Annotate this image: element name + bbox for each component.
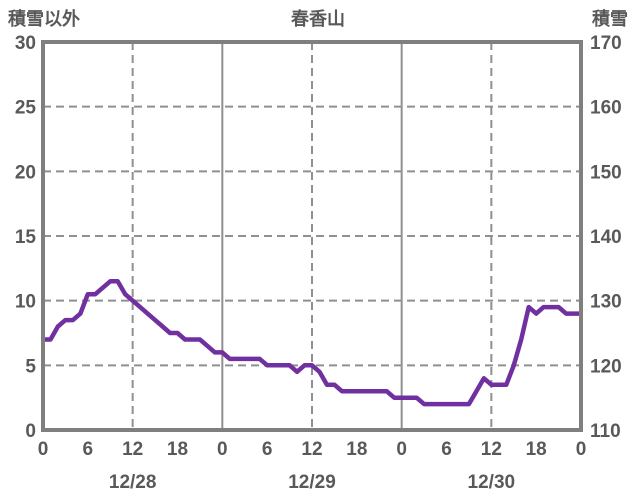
x-axis-hour-tick: 0 — [217, 439, 228, 460]
x-axis-hour-tick: 0 — [576, 439, 587, 460]
right-axis-tick: 120 — [590, 356, 622, 377]
right-axis-tick: 160 — [590, 98, 622, 119]
left-axis-tick: 15 — [15, 227, 37, 248]
right-axis-tick: 140 — [590, 227, 622, 248]
right-axis-title: 積雪 — [592, 9, 628, 29]
plot-frame — [41, 40, 583, 432]
x-axis-hour-tick: 6 — [441, 439, 452, 460]
x-axis-hour-tick: 12 — [122, 439, 143, 460]
x-axis-date-label: 12/28 — [109, 472, 157, 493]
left-axis-tick: 25 — [15, 98, 37, 119]
left-axis-tick: 30 — [15, 33, 36, 54]
left-axis-tick: 5 — [25, 356, 36, 377]
right-axis-tick: 170 — [590, 33, 622, 54]
x-axis-date-label: 12/29 — [288, 472, 336, 493]
chart-title: 春香山 — [291, 9, 345, 29]
x-axis-hour-tick: 6 — [262, 439, 273, 460]
x-axis-hour-tick: 12 — [481, 439, 502, 460]
right-axis-tick: 150 — [590, 162, 622, 183]
left-axis-tick: 0 — [25, 421, 36, 442]
x-axis-hour-tick: 18 — [167, 439, 188, 460]
x-axis-hour-tick: 18 — [526, 439, 547, 460]
x-axis-hour-tick: 12 — [301, 439, 322, 460]
snow-depth-series-line — [43, 279, 581, 407]
x-axis-hour-tick: 18 — [346, 439, 367, 460]
x-axis-date-label: 12/30 — [468, 472, 516, 493]
x-axis-hour-tick: 6 — [83, 439, 94, 460]
left-axis-tick: 20 — [15, 162, 36, 183]
left-axis-tick: 10 — [15, 292, 36, 313]
left-axis-title: 積雪以外 — [8, 9, 80, 29]
x-axis-hour-tick: 0 — [396, 439, 407, 460]
right-axis-tick: 130 — [590, 292, 622, 313]
x-axis-hour-tick: 0 — [38, 439, 49, 460]
right-axis-tick: 110 — [590, 421, 621, 442]
